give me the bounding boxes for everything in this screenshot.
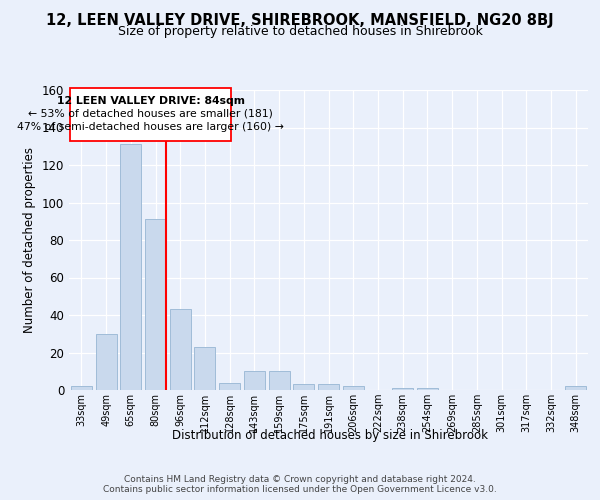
Text: Contains public sector information licensed under the Open Government Licence v3: Contains public sector information licen… (103, 484, 497, 494)
Text: ← 53% of detached houses are smaller (181): ← 53% of detached houses are smaller (18… (28, 109, 273, 118)
Bar (293, 384, 314, 390)
Text: Contains HM Land Registry data © Crown copyright and database right 2024.: Contains HM Land Registry data © Crown c… (124, 474, 476, 484)
Bar (170, 310, 191, 390)
Text: 12, LEEN VALLEY DRIVE, SHIREBROOK, MANSFIELD, NG20 8BJ: 12, LEEN VALLEY DRIVE, SHIREBROOK, MANSF… (46, 12, 554, 28)
Bar (269, 371, 290, 390)
Bar (343, 386, 364, 390)
Bar (417, 388, 438, 390)
Y-axis label: Number of detached properties: Number of detached properties (23, 147, 36, 333)
Text: 47% of semi-detached houses are larger (160) →: 47% of semi-detached houses are larger (… (17, 122, 284, 132)
Bar (244, 371, 265, 390)
Bar (194, 347, 215, 390)
Text: Size of property relative to detached houses in Shirebrook: Size of property relative to detached ho… (118, 25, 482, 38)
Bar (565, 386, 586, 390)
Bar (120, 144, 141, 390)
Text: Distribution of detached houses by size in Shirebrook: Distribution of detached houses by size … (172, 428, 488, 442)
Bar (95, 334, 116, 390)
FancyBboxPatch shape (70, 88, 231, 141)
Bar (318, 384, 339, 390)
Bar (71, 386, 92, 390)
Bar (145, 220, 166, 390)
Text: 12 LEEN VALLEY DRIVE: 84sqm: 12 LEEN VALLEY DRIVE: 84sqm (56, 96, 245, 106)
Bar (392, 388, 413, 390)
Bar (219, 382, 240, 390)
